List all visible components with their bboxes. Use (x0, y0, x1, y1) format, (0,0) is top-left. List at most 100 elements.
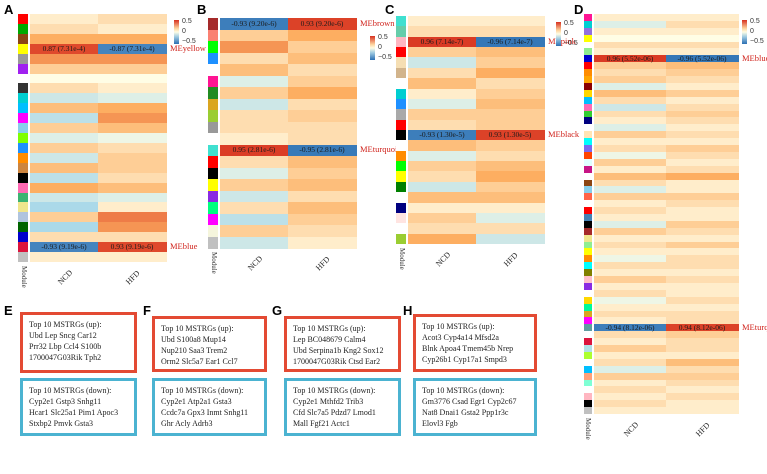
heatmap-cell-ncd (594, 262, 667, 270)
heatmap-cell-ncd (30, 23, 99, 35)
module-color-cell (584, 172, 592, 180)
box-f-up: Top 10 MSTRGs (up): Ubd S100a8 Mup14 Nup… (152, 316, 267, 372)
module-color-cell (396, 212, 406, 224)
heatmap-row (594, 200, 739, 208)
heatmap-row (594, 324, 739, 332)
module-color-cell (584, 255, 592, 263)
heatmap-row (408, 171, 545, 183)
heatmap-cell-ncd (408, 16, 477, 27)
heatmap-row (594, 289, 739, 298)
heatmap-cell-ncd (220, 41, 289, 53)
module-color-cell (18, 133, 28, 144)
heatmap-row (408, 57, 545, 69)
heatmap-cell-ncd (30, 172, 99, 184)
module-color-cell (396, 161, 406, 172)
heatmap-cell-hfd (98, 23, 167, 35)
heatmap-cell-hfd (288, 75, 357, 88)
heatmap-cell-hfd (666, 89, 739, 98)
heatmap-row (594, 62, 739, 70)
heatmap-cell-ncd (594, 165, 667, 174)
heatmap-cell-hfd (288, 236, 357, 249)
heatmap-cell-hfd (476, 233, 545, 245)
heatmap-row (220, 87, 357, 99)
panel-label-d: D (574, 2, 584, 17)
heatmap-cell-ncd (594, 220, 667, 229)
heatmap-cell-hfd (98, 133, 167, 144)
heatmap-cell-hfd (666, 34, 739, 43)
heatmap-row (594, 365, 739, 374)
heatmap-row (594, 282, 739, 291)
heatmap-row (408, 202, 545, 214)
module-color-cell (396, 109, 406, 121)
module-color-cell (584, 82, 592, 91)
heatmap-row (220, 98, 357, 111)
heatmap-cell-hfd (666, 407, 739, 415)
heatmap-row (408, 78, 545, 90)
module-color-cell (584, 48, 592, 56)
module-color-cell (208, 225, 218, 237)
heatmap-row (408, 109, 545, 121)
module-color-cell (208, 190, 218, 203)
module-color-cell (18, 33, 28, 45)
heatmap-cell-ncd (594, 331, 667, 339)
heatmap-row (220, 75, 357, 88)
heatmap-cell-hfd (98, 182, 167, 194)
heatmap-cell-hfd (666, 276, 739, 284)
heatmap-cell-hfd (476, 181, 545, 193)
heatmap-cell-ncd (30, 212, 99, 223)
module-color-cell (18, 83, 28, 94)
module-color-cell (396, 233, 406, 245)
heatmap-cell-ncd (594, 20, 667, 29)
module-color-cell (208, 52, 218, 65)
heatmap-cell-ncd (220, 75, 289, 88)
module-axis-label: Module (20, 266, 28, 288)
heatmap-cell-hfd (288, 64, 357, 76)
heatmap-row (408, 161, 545, 172)
heatmap-cell-hfd (288, 213, 357, 226)
module-color-cell (584, 372, 592, 380)
heatmap-row (408, 47, 545, 58)
heatmap-cell-ncd (594, 276, 667, 284)
heatmap-cell-hfd (288, 167, 357, 180)
x-axis-label-ncd: NCD (246, 254, 265, 273)
module-color-cell (584, 317, 592, 325)
heatmap-cell-hfd (98, 242, 167, 253)
heatmap-cell-hfd (98, 43, 167, 55)
heatmap-row (594, 269, 739, 277)
module-color-cell (18, 73, 28, 84)
heatmap-row (220, 144, 357, 157)
heatmap-row (594, 303, 739, 312)
heatmap-row (30, 123, 167, 134)
module-color-cell (584, 69, 592, 77)
heatmap-row (594, 310, 739, 318)
heatmap-row (30, 182, 167, 194)
heatmap-cell-hfd (666, 27, 739, 36)
heatmap-cell-ncd (594, 345, 667, 353)
module-color-cell (584, 110, 592, 118)
heatmap-row (30, 222, 167, 233)
heatmap-cell-ncd (220, 236, 289, 249)
heatmap-cell-ncd (30, 242, 99, 253)
module-color-cell (584, 103, 592, 112)
heatmap-cell-hfd (476, 150, 545, 162)
heatmap-row (594, 14, 739, 22)
module-color-cell (396, 57, 406, 69)
module-color-cell (584, 393, 592, 401)
module-color-cell (584, 55, 592, 63)
module-color-cell (18, 202, 28, 213)
box-e-down: Top 10 MSTRGs (down): Cyp2e1 Gstp3 Snhg1… (20, 378, 137, 436)
heatmap-row (30, 33, 167, 45)
heatmap-cell-ncd (594, 379, 667, 387)
heatmap-row (408, 192, 545, 204)
heatmap-row (594, 172, 739, 180)
heatmap-cell-ncd (594, 407, 667, 415)
heatmap-cell-hfd (666, 379, 739, 387)
heatmap-cell-hfd (666, 41, 739, 49)
heatmap-cell-ncd (30, 73, 99, 84)
heatmap-cell-ncd (594, 234, 667, 243)
module-color-cell (396, 47, 406, 58)
heatmap-cell-hfd (288, 144, 357, 157)
heatmap-cell-hfd (98, 93, 167, 104)
module-color-cell (396, 130, 406, 141)
module-color-cell (584, 117, 592, 125)
